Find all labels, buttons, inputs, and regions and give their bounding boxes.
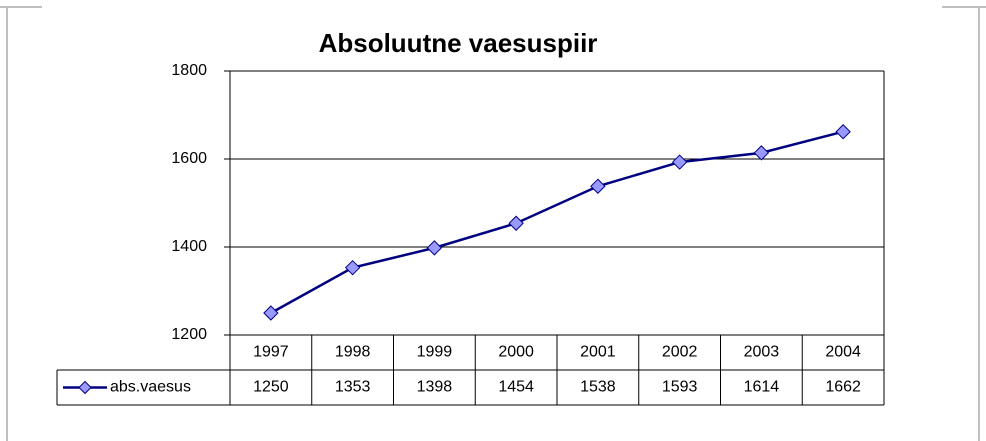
marker bbox=[753, 145, 770, 161]
marker bbox=[671, 154, 688, 170]
x-tick-label: 2000 bbox=[498, 344, 534, 361]
table-value: 1662 bbox=[825, 379, 861, 396]
x-tick-label: 2001 bbox=[580, 344, 616, 361]
marker bbox=[590, 178, 606, 194]
table-value: 1454 bbox=[498, 379, 534, 396]
table-value: 1250 bbox=[253, 379, 289, 396]
x-tick-label: 1999 bbox=[417, 344, 453, 361]
x-tick-label: 1998 bbox=[335, 344, 371, 361]
marker bbox=[835, 124, 851, 140]
y-tick-label: 1200 bbox=[171, 326, 207, 343]
y-tick-label: 1400 bbox=[171, 238, 207, 255]
x-tick-label: 2003 bbox=[744, 344, 780, 361]
chart-title: Absoluutne vaesuspiir bbox=[319, 28, 598, 58]
legend-marker bbox=[78, 380, 92, 395]
x-tick-label: 2002 bbox=[662, 344, 698, 361]
x-tick-label: 1997 bbox=[253, 344, 289, 361]
legend-label: abs.vaesus bbox=[110, 379, 191, 396]
table-value: 1398 bbox=[417, 379, 453, 396]
marker bbox=[426, 240, 443, 256]
table-value: 1353 bbox=[335, 379, 371, 396]
marker bbox=[508, 215, 524, 231]
y-tick-label: 1800 bbox=[171, 62, 207, 79]
marker bbox=[344, 259, 361, 276]
line bbox=[270, 130, 844, 315]
table-value: 1593 bbox=[662, 379, 698, 396]
table-value: 1614 bbox=[744, 379, 780, 396]
table-value: 1538 bbox=[580, 379, 616, 396]
y-tick-label: 1600 bbox=[171, 150, 207, 167]
marker bbox=[263, 305, 279, 321]
x-tick-label: 2004 bbox=[825, 344, 861, 361]
